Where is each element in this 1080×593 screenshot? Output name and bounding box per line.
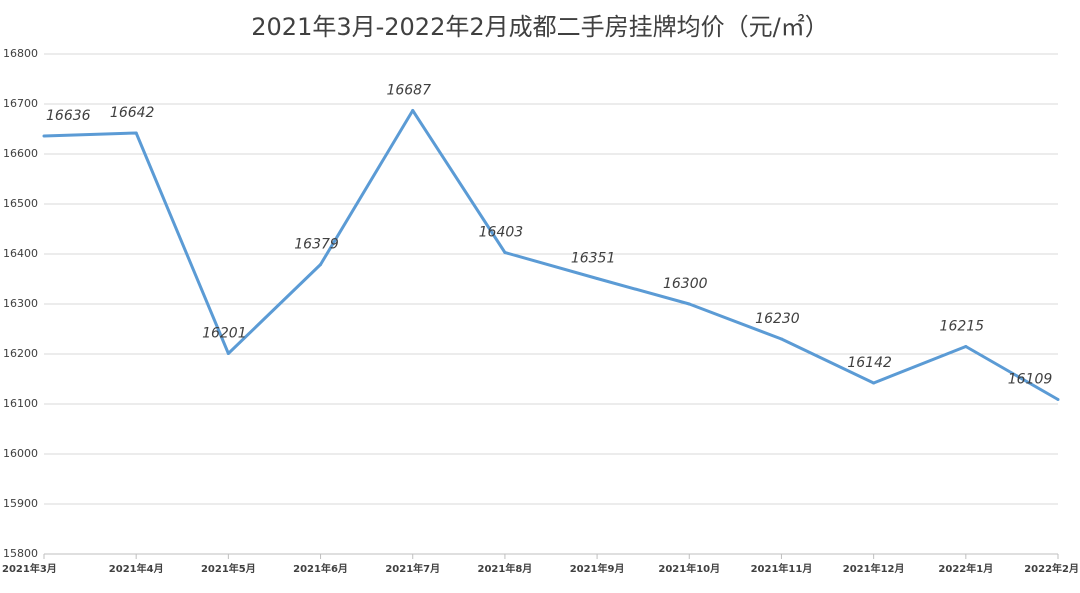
x-tick-label: 2021年4月 xyxy=(109,562,164,575)
point xyxy=(595,277,599,280)
data-label: 16351 xyxy=(571,251,616,267)
y-tick-label: 16000 xyxy=(3,447,38,460)
data-label: 16142 xyxy=(847,355,892,371)
y-tick-label: 16700 xyxy=(3,97,38,110)
chart-title: 2021年3月-2022年2月成都二手房挂牌均价（元/㎡） xyxy=(251,13,828,41)
point xyxy=(319,263,323,266)
x-tick-label: 2021年9月 xyxy=(570,562,625,575)
data-label: 16109 xyxy=(1008,372,1053,388)
y-tick-label: 15900 xyxy=(3,497,38,510)
x-tick-label: 2021年10月 xyxy=(658,562,720,575)
y-tick-label: 16500 xyxy=(3,197,38,210)
data-label: 16379 xyxy=(294,237,339,253)
point xyxy=(134,131,138,135)
line xyxy=(43,109,1059,401)
y-tick-label: 16800 xyxy=(3,47,38,60)
point xyxy=(411,109,415,112)
x-tick-label: 2022年1月 xyxy=(938,562,993,575)
y-tick-label: 15800 xyxy=(3,547,38,560)
x-tick-label: 2021年11月 xyxy=(751,562,813,575)
point xyxy=(503,251,507,254)
y-tick-label: 16600 xyxy=(3,147,38,160)
point xyxy=(779,337,783,341)
y-tick-label: 16400 xyxy=(3,247,38,260)
x-tick-label: 2021年3月 xyxy=(2,562,57,575)
data-label: 16642 xyxy=(110,105,155,121)
point xyxy=(1056,398,1060,401)
data-label: 16403 xyxy=(479,225,524,241)
x-tick-label: 2021年12月 xyxy=(843,562,905,575)
y-tick-label: 16100 xyxy=(3,397,38,410)
x-tick-label: 2021年7月 xyxy=(385,562,440,575)
y-tick-label: 16300 xyxy=(3,297,38,310)
data-label: 16201 xyxy=(202,326,247,342)
point xyxy=(964,345,968,348)
data-label: 16215 xyxy=(940,319,985,335)
data-label: 16687 xyxy=(386,83,431,99)
x-tick-label: 2022年2月 xyxy=(1024,562,1079,575)
x-tick-label: 2021年8月 xyxy=(478,562,533,575)
y-tick-label: 16200 xyxy=(3,347,38,360)
point xyxy=(42,134,46,138)
point xyxy=(226,352,230,355)
x-tick-label: 2021年5月 xyxy=(201,562,256,575)
point xyxy=(687,302,691,306)
data-label: 16636 xyxy=(46,108,91,124)
x-tick-label: 2021年6月 xyxy=(293,562,348,575)
data-label: 16300 xyxy=(663,276,708,292)
point xyxy=(872,381,876,385)
data-label: 16230 xyxy=(755,311,800,327)
